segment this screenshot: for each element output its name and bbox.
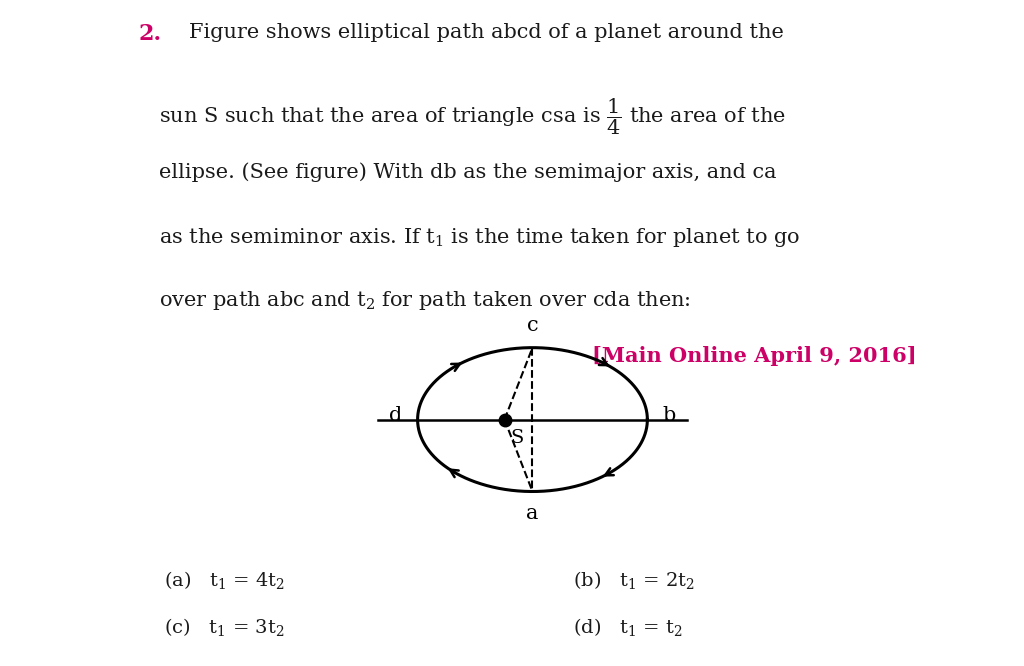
Text: d: d xyxy=(389,406,402,425)
Text: sun S such that the area of triangle csa is $\dfrac{1}{4}$ the area of the: sun S such that the area of triangle csa… xyxy=(159,96,785,137)
Text: b: b xyxy=(663,406,676,425)
Text: (a)   t$_1$ = 4t$_2$: (a) t$_1$ = 4t$_2$ xyxy=(164,569,285,591)
Text: Figure shows elliptical path abcd of a planet around the: Figure shows elliptical path abcd of a p… xyxy=(189,23,784,43)
Text: a: a xyxy=(526,505,539,523)
Text: as the semiminor axis. If t$_1$ is the time taken for planet to go: as the semiminor axis. If t$_1$ is the t… xyxy=(159,226,800,249)
Text: [Main Online April 9, 2016]: [Main Online April 9, 2016] xyxy=(592,346,916,366)
Text: (b)   t$_1$ = 2t$_2$: (b) t$_1$ = 2t$_2$ xyxy=(573,569,695,591)
Text: 2.: 2. xyxy=(138,23,162,45)
Text: (d)   t$_1$ = t$_2$: (d) t$_1$ = t$_2$ xyxy=(573,616,683,638)
Text: c: c xyxy=(526,316,539,334)
Text: over path abc and t$_2$ for path taken over cda then:: over path abc and t$_2$ for path taken o… xyxy=(159,289,690,312)
Text: (c)   t$_1$ = 3t$_2$: (c) t$_1$ = 3t$_2$ xyxy=(164,616,285,638)
Text: S: S xyxy=(511,429,523,447)
Text: ellipse. (See figure) With db as the semimajor axis, and ca: ellipse. (See figure) With db as the sem… xyxy=(159,163,776,182)
